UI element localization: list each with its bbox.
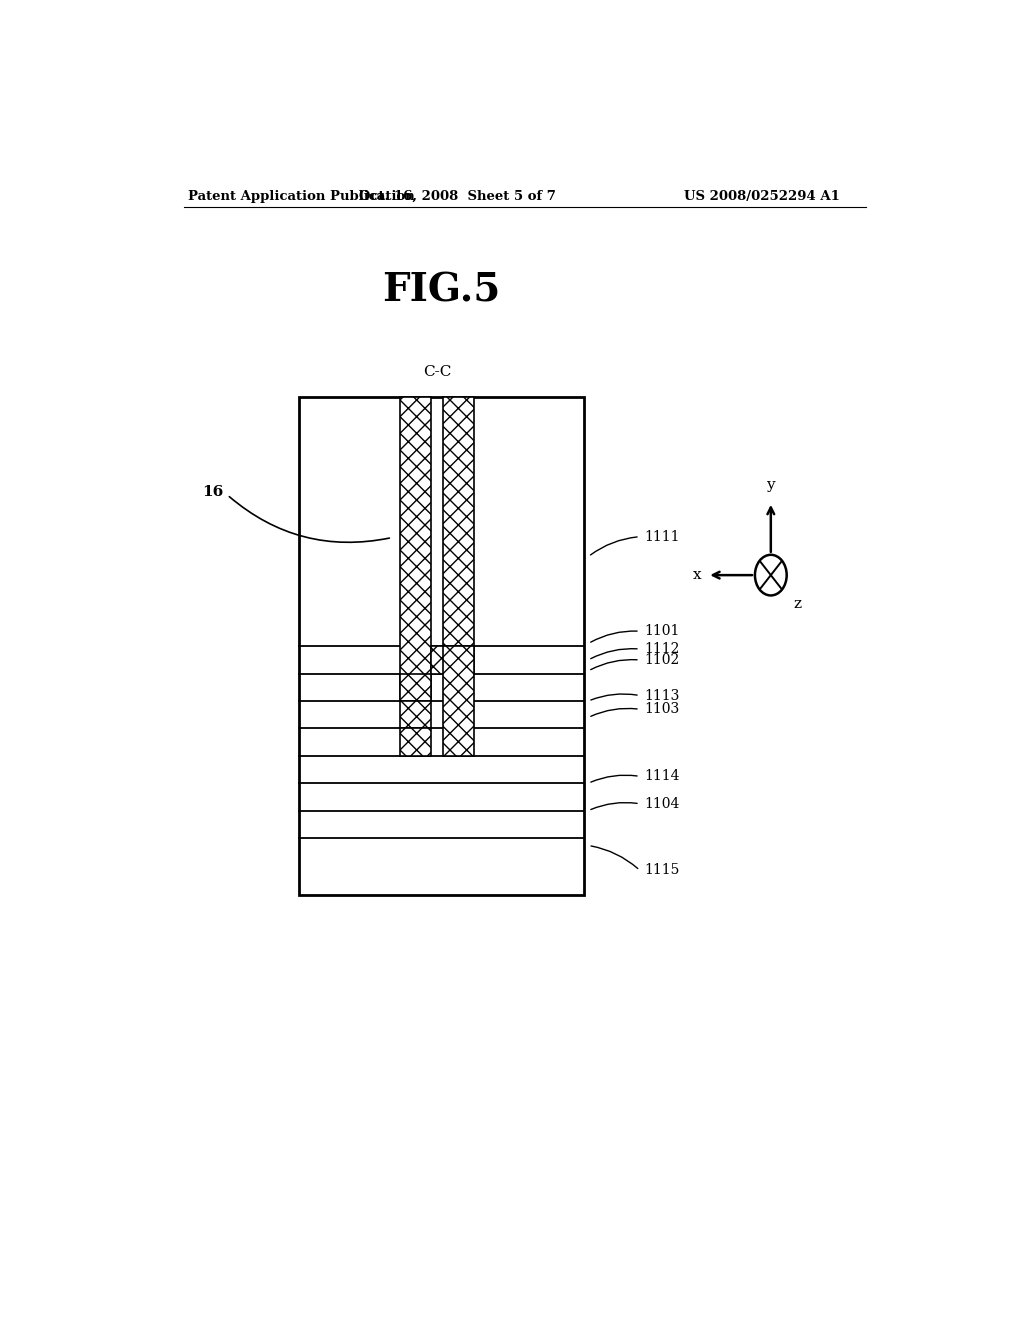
Text: 16: 16 [202, 484, 223, 499]
Text: 1114: 1114 [644, 770, 679, 783]
Bar [400, 701, 431, 729]
Text: 1102: 1102 [644, 653, 679, 667]
Text: y: y [767, 478, 775, 492]
Bar [400, 729, 431, 756]
Text: 1103: 1103 [644, 702, 679, 717]
Bar [400, 673, 431, 701]
Bar [443, 397, 474, 647]
Text: Patent Application Publication: Patent Application Publication [187, 190, 415, 202]
Text: x: x [692, 568, 701, 582]
Text: 1101: 1101 [644, 624, 679, 638]
Text: FIG.5: FIG.5 [382, 272, 501, 309]
Text: C-C: C-C [423, 364, 452, 379]
Bar [431, 647, 474, 673]
Text: 1115: 1115 [644, 863, 679, 878]
Bar [400, 397, 431, 701]
Bar [443, 647, 474, 756]
Bar [299, 397, 585, 895]
Text: z: z [793, 598, 801, 611]
Text: 1104: 1104 [644, 797, 679, 810]
Text: Oct. 16, 2008  Sheet 5 of 7: Oct. 16, 2008 Sheet 5 of 7 [358, 190, 556, 202]
Text: 1112: 1112 [644, 642, 679, 656]
Text: 1111: 1111 [644, 529, 679, 544]
Text: US 2008/0252294 A1: US 2008/0252294 A1 [684, 190, 840, 202]
Text: 1113: 1113 [644, 689, 679, 702]
